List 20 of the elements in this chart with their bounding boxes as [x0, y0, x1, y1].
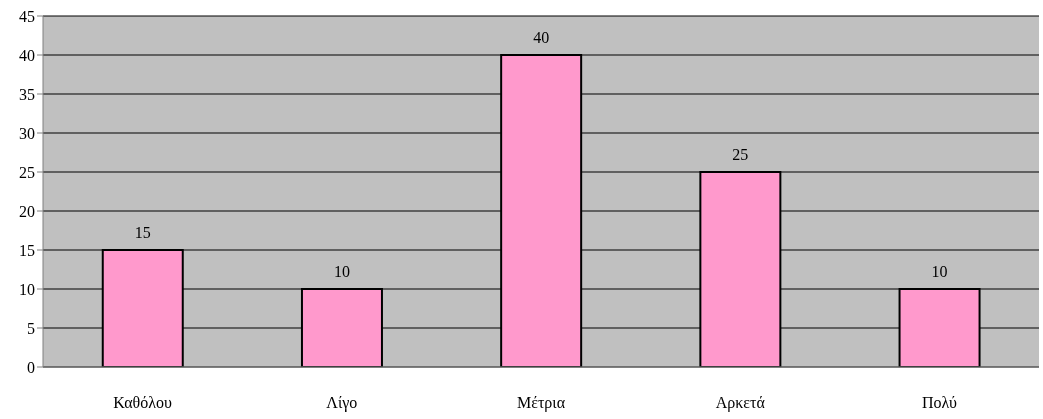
y-tick-label: 10 — [19, 280, 35, 298]
y-tick-label: 30 — [19, 124, 35, 142]
y-tick-label: 15 — [19, 241, 35, 259]
x-tick-label: Μέτρια — [516, 394, 566, 413]
y-tick-label: 5 — [27, 319, 35, 337]
data-label: 40 — [533, 29, 550, 46]
x-tick-label: Καθόλου — [113, 394, 173, 412]
y-tick-label: 25 — [19, 163, 35, 181]
data-label: 15 — [134, 224, 151, 241]
y-tick-label: 20 — [19, 202, 35, 220]
data-label: 10 — [333, 263, 350, 280]
x-tick-label: Πολύ — [921, 394, 957, 412]
x-tick-label: Αρκετά — [715, 394, 766, 413]
y-tick-label: 0 — [27, 358, 35, 376]
data-label: 25 — [732, 146, 749, 163]
x-tick-label: Λίγο — [326, 394, 358, 413]
y-tick-label: 45 — [19, 7, 35, 25]
y-tick-label: 35 — [19, 85, 35, 103]
data-label: 10 — [931, 263, 948, 280]
y-tick-label: 40 — [19, 46, 35, 64]
